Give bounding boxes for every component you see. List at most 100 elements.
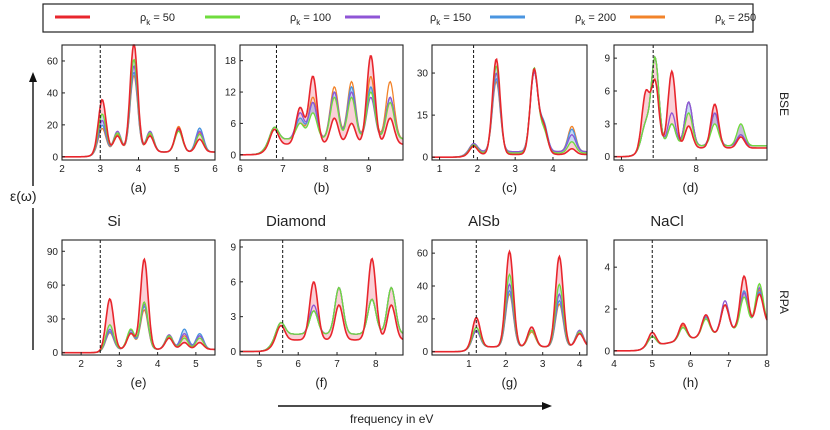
series-line-1	[614, 55, 767, 158]
x-tick-label: 4	[155, 359, 161, 370]
x-axis-label-group: frequency in eV	[278, 402, 552, 426]
y-tick-label: 0	[422, 347, 428, 358]
series-line-0	[240, 257, 404, 353]
y-axis-arrowhead	[29, 72, 37, 82]
material-label-nacl: NaCl	[650, 213, 683, 230]
x-tick-label: 3	[117, 359, 123, 370]
y-tick-label: 12	[225, 88, 237, 99]
x-tick-label: 6	[237, 164, 243, 175]
panel-frame	[613, 44, 768, 161]
x-tick-label: 3	[97, 164, 103, 175]
y-tick-label: 40	[47, 88, 59, 99]
panel-frame	[431, 239, 588, 356]
panel-frame	[239, 44, 404, 161]
y-axis-label-group: ε(ω)	[5, 72, 53, 350]
x-tick-label: 2	[475, 164, 481, 175]
x-axis-arrowhead	[542, 402, 552, 410]
y-tick-label: 60	[47, 281, 59, 292]
x-tick-label: 6	[688, 359, 694, 370]
legend-item: ρk = 250	[630, 12, 756, 27]
panel-h: 4 5 6 7 8 0 2 4 (h)	[604, 239, 770, 390]
y-tick-label: 3	[604, 119, 610, 130]
y-tick-label: 0	[422, 153, 428, 164]
panel-label: (b)	[314, 180, 330, 195]
shade-bse-rpa-red	[240, 56, 403, 155]
series-line-3	[432, 70, 587, 158]
series-line-0	[614, 274, 768, 352]
series-line-4	[614, 289, 768, 352]
row-label-bse: BSE	[777, 92, 791, 116]
y-tick-label: 60	[47, 56, 59, 67]
panel-label: (c)	[502, 180, 517, 195]
series-line-0	[614, 69, 767, 158]
x-tick-label: 5	[257, 359, 263, 370]
y-tick-label: 6	[230, 277, 236, 288]
panel-label: (d)	[683, 180, 699, 195]
x-tick-label: 6	[619, 164, 625, 175]
y-tick-label: 6	[604, 87, 610, 98]
x-tick-label: 6	[212, 164, 218, 175]
y-tick-label: 40	[417, 282, 429, 293]
x-tick-label: 9	[366, 164, 372, 175]
y-tick-label: 6	[230, 119, 236, 130]
y-tick-label: 30	[417, 69, 429, 80]
legend-label: ρk = 150	[430, 12, 471, 27]
panel-label: (f)	[315, 375, 327, 390]
shade-bse-rpa-red	[614, 57, 767, 157]
material-label-diamond: Diamond	[266, 213, 326, 230]
y-tick-label: 15	[417, 111, 429, 122]
x-tick-label: 8	[764, 359, 770, 370]
x-tick-label: 1	[437, 164, 443, 175]
y-tick-label: 0	[230, 347, 236, 358]
series-line-2	[240, 91, 404, 156]
y-tick-label: 4	[604, 263, 610, 274]
series-line-4	[240, 75, 404, 156]
series-line-1	[240, 91, 404, 156]
y-tick-label: 30	[47, 314, 59, 325]
x-tick-label: 4	[550, 164, 556, 175]
x-tick-label: 4	[577, 359, 583, 370]
x-tick-label: 2	[59, 164, 65, 175]
series-line-0	[62, 44, 215, 158]
y-tick-label: 90	[47, 247, 59, 258]
y-tick-label: 20	[417, 314, 429, 325]
y-tick-label: 0	[230, 150, 236, 161]
panel-c: 1 2 3 4 0 15 30 (c)	[417, 44, 588, 195]
panel-label: (e)	[131, 375, 147, 390]
series-line-1	[432, 65, 587, 158]
series-line-3	[240, 85, 404, 156]
series-line-0	[62, 257, 215, 354]
legend-item: ρk = 150	[345, 12, 471, 27]
y-tick-label: 20	[47, 120, 59, 131]
row-label-rpa: RPA	[777, 290, 791, 314]
y-tick-label: 2	[604, 305, 610, 316]
panel-label: (a)	[131, 180, 147, 195]
y-tick-label: 9	[604, 54, 610, 65]
shade-bse-rpa-red	[614, 276, 767, 351]
x-tick-label: 5	[193, 359, 199, 370]
shade-bse-rpa-red	[240, 258, 403, 352]
series-line-3	[614, 289, 768, 352]
series-line-0	[240, 55, 404, 156]
y-tick-label: 3	[230, 312, 236, 323]
x-tick-label: 4	[611, 359, 617, 370]
shade-blue	[240, 86, 403, 155]
x-tick-label: 5	[174, 164, 180, 175]
legend-label: ρk = 200	[575, 12, 616, 27]
x-tick-label: 3	[540, 359, 546, 370]
panel-frame	[431, 44, 588, 161]
y-tick-label: 0	[52, 348, 58, 359]
x-tick-label: 7	[334, 359, 340, 370]
panel-label: (h)	[683, 375, 699, 390]
shade-blue	[432, 66, 587, 158]
y-tick-label: 9	[230, 242, 236, 253]
y-tick-label: 0	[604, 152, 610, 163]
panel-label: (g)	[502, 375, 518, 390]
x-tick-label: 4	[136, 164, 142, 175]
series-line-0	[432, 249, 588, 353]
material-label-alsb: AlSb	[468, 213, 500, 230]
